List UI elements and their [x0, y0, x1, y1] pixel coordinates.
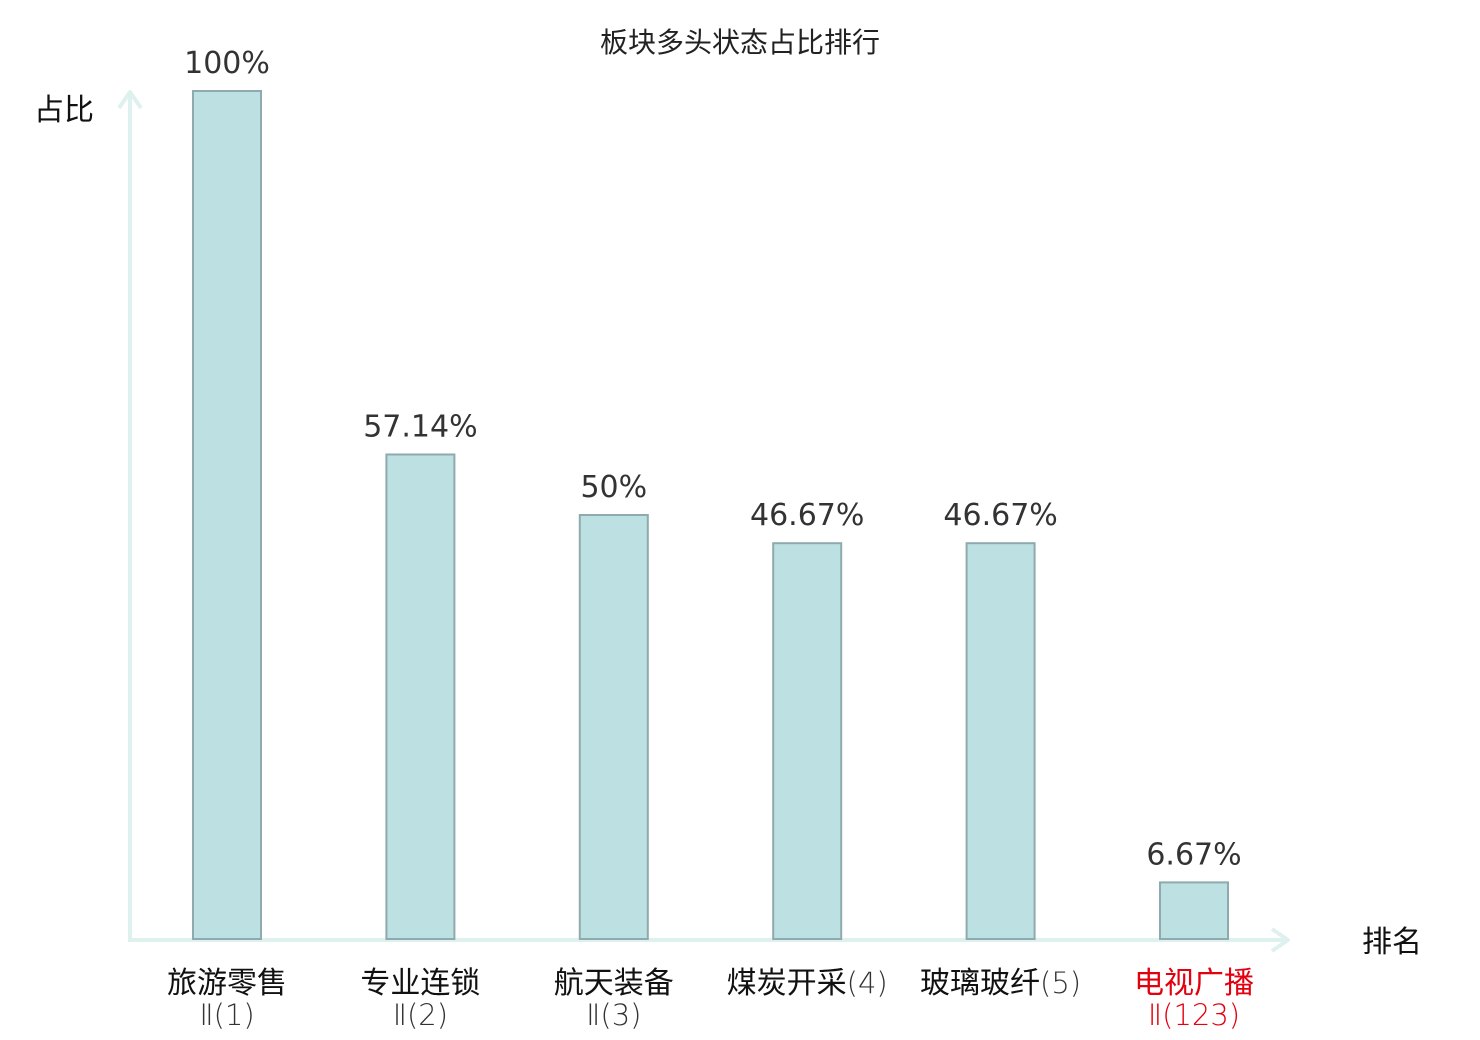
value-label-4: 46.67%	[750, 498, 864, 533]
y-axis-arrow-icon	[117, 90, 143, 110]
category-name-2: 专业连锁	[360, 966, 480, 1001]
category-name-3: 航天装备	[554, 966, 674, 1001]
chart-title: 板块多头状态占比排行	[600, 26, 880, 59]
category-rank-4: (4)	[847, 966, 888, 1000]
value-label-3: 50%	[580, 470, 647, 505]
bars-group	[192, 90, 1229, 941]
category-name-6: 电视广播	[1134, 966, 1254, 1001]
x-axis-label: 排名	[1362, 925, 1422, 960]
category-label-4: 煤炭开采(4)	[727, 966, 888, 1001]
category-name-5: 玻璃玻纤	[920, 966, 1040, 1001]
bar-6	[1159, 881, 1229, 941]
value-label-6: 6.67%	[1146, 837, 1241, 872]
bar-3	[578, 514, 649, 940]
category-rank-2: Ⅱ(2)	[393, 998, 448, 1032]
category-rank-1: Ⅱ(1)	[199, 998, 254, 1032]
category-name-1: 旅游零售	[167, 966, 287, 1001]
bar-2	[385, 453, 456, 940]
value-label-5: 46.67%	[943, 498, 1057, 533]
value-labels-group: 100% 57.14% 50% 46.67% 46.67% 6.67%	[184, 46, 1242, 872]
y-axis-label: 占比	[34, 93, 94, 128]
bar-5	[965, 542, 1036, 940]
x-axis-arrow-icon	[1270, 927, 1290, 953]
category-label-5: 玻璃玻纤(5)	[920, 966, 1081, 1001]
bar-4	[772, 542, 843, 940]
value-label-1: 100%	[184, 46, 270, 81]
category-rank-6: Ⅱ(123)	[1148, 998, 1240, 1032]
value-label-2: 57.14%	[363, 410, 477, 445]
category-rank-3: Ⅱ(3)	[586, 998, 641, 1032]
category-name-4: 煤炭开采	[727, 966, 847, 1001]
category-rank-5: (5)	[1040, 966, 1081, 1000]
axes	[117, 90, 1290, 953]
bar-1	[192, 90, 262, 940]
